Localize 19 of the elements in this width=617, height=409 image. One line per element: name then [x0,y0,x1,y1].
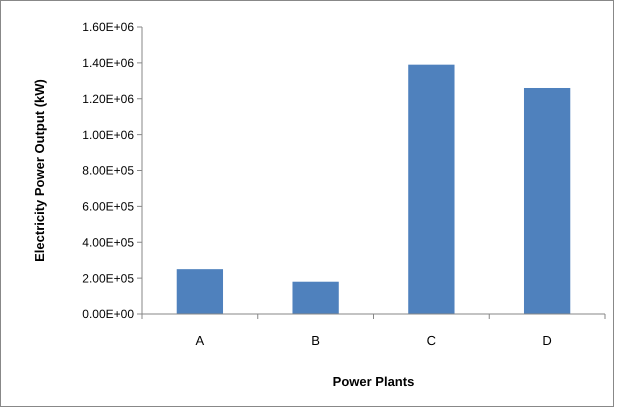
y-axis-title: Electricity Power Output (kW) [32,79,47,262]
x-tick-label: A [196,333,205,348]
bar [408,64,455,314]
y-tick-label: 4.00E+05 [82,235,134,250]
bar [292,282,339,314]
y-tick-label: 6.00E+05 [82,200,134,214]
y-tick-label: 1.20E+06 [82,92,134,106]
y-tick-label: 8.00E+05 [82,164,134,178]
y-tick-label: 2.00E+05 [82,271,134,286]
bar [524,88,570,314]
x-tick-label: C [426,333,436,348]
y-tick-label: 1.40E+06 [82,56,134,70]
x-axis-title: Power Plants [332,374,414,389]
y-tick-label: 1.60E+06 [82,20,134,34]
y-tick-label: 1.00E+06 [82,128,134,142]
x-tick-label: D [542,333,552,348]
bar [176,269,224,314]
y-tick-label: 0.00E+00 [82,307,134,322]
x-tick-label: B [311,333,320,348]
